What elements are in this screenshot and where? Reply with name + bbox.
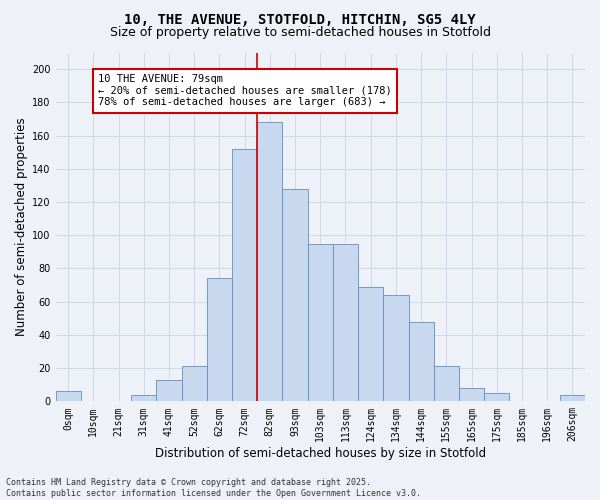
- Text: Contains HM Land Registry data © Crown copyright and database right 2025.
Contai: Contains HM Land Registry data © Crown c…: [6, 478, 421, 498]
- Bar: [560, 394, 585, 402]
- Bar: [232, 149, 257, 402]
- Bar: [56, 392, 81, 402]
- Bar: [383, 295, 409, 402]
- Bar: [157, 380, 182, 402]
- Bar: [283, 188, 308, 402]
- Bar: [358, 286, 383, 402]
- Bar: [434, 366, 459, 402]
- Bar: [257, 122, 283, 402]
- X-axis label: Distribution of semi-detached houses by size in Stotfold: Distribution of semi-detached houses by …: [155, 447, 486, 460]
- Text: Size of property relative to semi-detached houses in Stotfold: Size of property relative to semi-detach…: [110, 26, 491, 39]
- Bar: [333, 244, 358, 402]
- Text: 10, THE AVENUE, STOTFOLD, HITCHIN, SG5 4LY: 10, THE AVENUE, STOTFOLD, HITCHIN, SG5 4…: [124, 12, 476, 26]
- Bar: [409, 322, 434, 402]
- Text: 10 THE AVENUE: 79sqm
← 20% of semi-detached houses are smaller (178)
78% of semi: 10 THE AVENUE: 79sqm ← 20% of semi-detac…: [98, 74, 392, 108]
- Y-axis label: Number of semi-detached properties: Number of semi-detached properties: [15, 118, 28, 336]
- Bar: [459, 388, 484, 402]
- Bar: [131, 394, 157, 402]
- Bar: [182, 366, 207, 402]
- Bar: [207, 278, 232, 402]
- Bar: [484, 393, 509, 402]
- Bar: [308, 244, 333, 402]
